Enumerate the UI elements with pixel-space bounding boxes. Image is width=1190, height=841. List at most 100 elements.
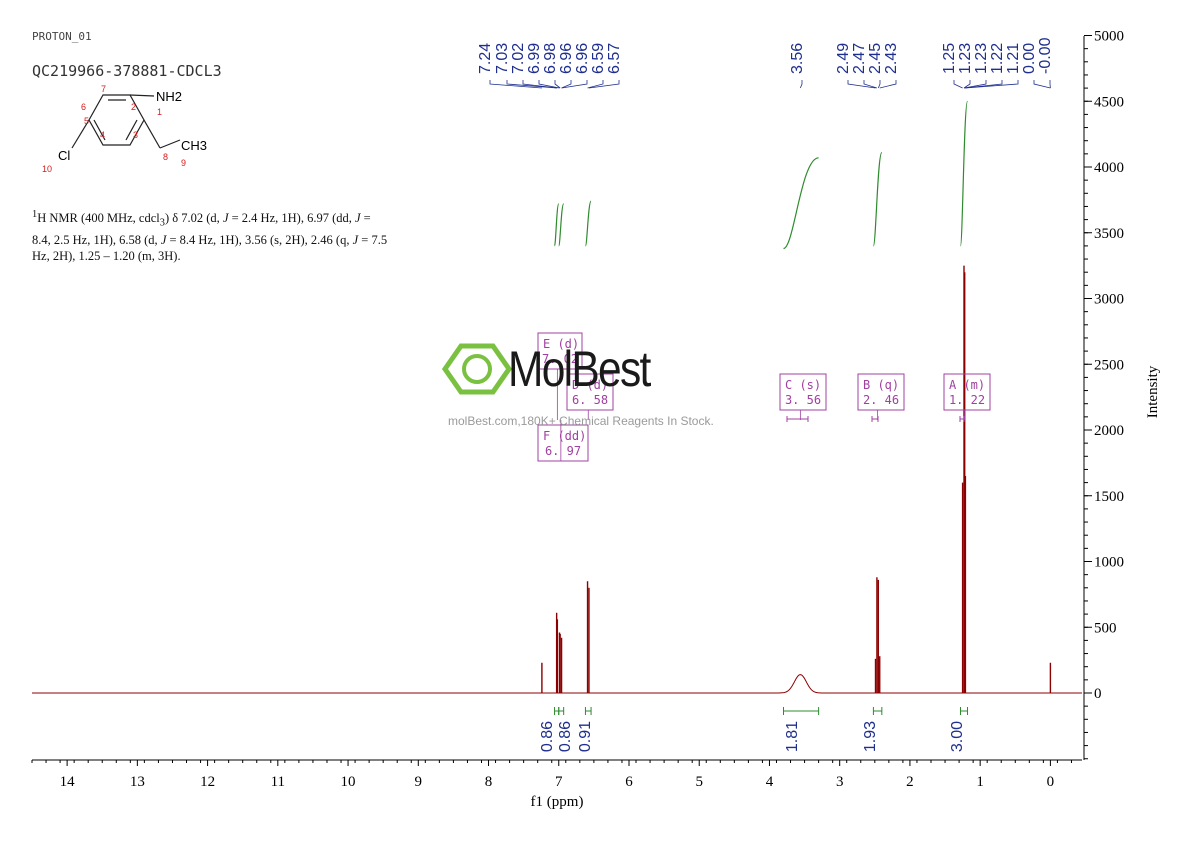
peak-label-connector — [847, 80, 876, 89]
y-tick-label: 500 — [1094, 620, 1117, 636]
y-tick-label: 1000 — [1094, 555, 1124, 571]
x-tick-label: 5 — [695, 774, 703, 790]
peak-label: 6.96 — [574, 43, 591, 74]
multiplet-shift: 3. 56 — [785, 393, 821, 407]
multiplet-label: C (s) — [785, 378, 821, 392]
multiplet-box — [779, 373, 827, 411]
integral-curve — [584, 200, 592, 247]
peak-label: 1.25 — [941, 43, 958, 74]
integral-value: 0.86 — [539, 721, 556, 752]
peak-label: 1.22 — [989, 43, 1006, 74]
peak-labels: 7.24 7.03 7.02 6.99 6.98 6.96 6.96 6.59 6.57 3.56… — [477, 37, 1054, 89]
peak-label-connector — [879, 80, 897, 89]
bond — [143, 119, 161, 149]
y-tick-label: 4500 — [1094, 94, 1124, 110]
integral-value: 3.00 — [949, 721, 966, 752]
multiplet-range — [786, 416, 809, 422]
multiplet-shift: 6. 97 — [545, 444, 581, 458]
peak-label-connector — [561, 80, 588, 89]
peak-label-connector — [588, 80, 620, 89]
experiment-name: PROTON_01 — [32, 30, 92, 43]
atom-number: 9 — [181, 158, 186, 168]
y-tick-label: 1500 — [1094, 489, 1124, 505]
x-tick-label: 11 — [271, 774, 285, 790]
multiplet-shift: 7. 02 — [542, 352, 578, 366]
bond — [71, 119, 90, 149]
multiplet-box — [537, 424, 589, 462]
integral-value: 1.81 — [784, 721, 801, 752]
integral-value: 0.86 — [557, 721, 574, 752]
multiplet-shift: 1. 22 — [949, 393, 985, 407]
peak-label: 7.02 — [510, 43, 527, 74]
integral-curve — [872, 151, 883, 247]
peak-label: 1.23 — [973, 43, 990, 74]
multiplet-label: A (m) — [949, 378, 985, 392]
x-tick-label: 10 — [341, 774, 356, 790]
peak-label-connector — [863, 80, 878, 89]
multiplet-label: F (dd) — [543, 429, 586, 443]
multiplet-shift: 6. 58 — [572, 393, 608, 407]
y-tick-label: 0 — [1094, 686, 1102, 702]
atom-label-nh2: NH2 — [156, 89, 182, 104]
x-tick-label: 1 — [976, 774, 984, 790]
atom-number: 10 — [42, 164, 52, 174]
x-tick-label: 7 — [555, 774, 563, 790]
multiplet-box — [566, 373, 614, 411]
multiplet-shift: 2. 46 — [863, 393, 899, 407]
peak-label-connector — [522, 80, 558, 89]
peak-label-connector — [799, 80, 803, 89]
peak-label-connector — [554, 80, 561, 89]
peak-label-connector — [963, 80, 987, 89]
integral-curve — [959, 100, 969, 247]
y-tick-label: 4000 — [1094, 160, 1124, 176]
x-tick-label: 14 — [60, 774, 76, 790]
peak-label-connector — [877, 80, 881, 89]
logo-hexagon-icon — [441, 343, 513, 395]
peak-label: 3.56 — [789, 43, 806, 74]
peak-label: 2.43 — [883, 43, 900, 74]
nmr-description: 1H NMR (400 MHz, cdcl3) δ 7.02 (d, J = 2… — [32, 209, 388, 263]
x-tick-label: 2 — [906, 774, 914, 790]
atom-number: 3 — [133, 130, 138, 140]
molecule-structure: NH2 CH3 Cl 1 2 3 4 5 6 7 8 9 10 — [42, 84, 207, 174]
bond — [129, 94, 155, 97]
x-tick-label: 0 — [1047, 774, 1055, 790]
multiplet-range — [959, 416, 965, 422]
peak-label: 1.23 — [957, 43, 974, 74]
integral-curve — [553, 203, 560, 247]
integral-value: 1.93 — [862, 721, 879, 752]
peak-label: 6.57 — [606, 43, 623, 74]
y-axis-label: Intensity — [1145, 365, 1161, 418]
peak-label: 7.03 — [494, 43, 511, 74]
multiplet-label: D (d) — [572, 378, 608, 392]
peak-label-connector — [489, 80, 542, 89]
y-tick-label: 3000 — [1094, 292, 1124, 308]
atom-number: 7 — [101, 84, 106, 94]
multiplet-range — [871, 416, 879, 422]
integral-curves — [553, 100, 969, 715]
x-tick-label: 13 — [130, 774, 145, 790]
peak-label-connector — [561, 80, 572, 89]
peak-label: 6.96 — [558, 43, 575, 74]
y-tick-label: 5000 — [1094, 29, 1124, 45]
atom-number: 1 — [157, 107, 162, 117]
y-tick-label: 2500 — [1094, 357, 1124, 373]
multiplet-label: B (q) — [863, 378, 899, 392]
peak-label: 2.47 — [851, 43, 868, 74]
x-axis-label: f1 (ppm) — [531, 794, 584, 810]
axes: 14 13 12 11 10 9 8 7 6 5 4 3 2 1 005001000150020002500… — [31, 29, 1161, 810]
peak-label-connector — [964, 80, 1003, 89]
x-tick-label: 9 — [415, 774, 423, 790]
x-tick-label: 4 — [766, 774, 774, 790]
integral-value: 0.91 — [577, 721, 594, 752]
peak-label: 6.59 — [590, 43, 607, 74]
integral-curve — [558, 203, 565, 247]
peak-label-connector — [587, 80, 604, 89]
peak-label: -0.00 — [1037, 37, 1054, 74]
atom-number: 8 — [163, 152, 168, 162]
peak-label-connector — [1033, 80, 1051, 89]
logo-ring-icon — [462, 354, 492, 384]
multiplet-box — [857, 373, 905, 411]
double-bond — [93, 119, 106, 141]
